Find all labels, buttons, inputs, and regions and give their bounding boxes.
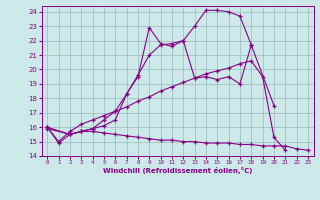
X-axis label: Windchill (Refroidissement éolien,°C): Windchill (Refroidissement éolien,°C) (103, 167, 252, 174)
